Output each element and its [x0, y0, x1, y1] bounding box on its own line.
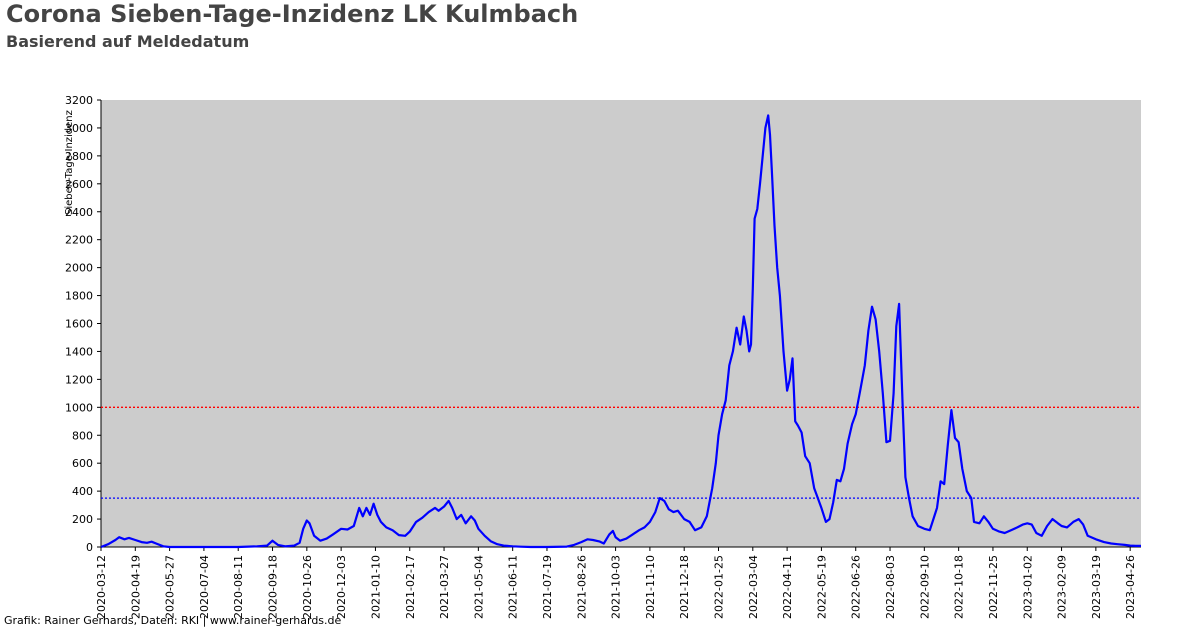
x-tick-label: 2022-03-04: [747, 555, 760, 619]
y-tick-label: 2400: [65, 206, 93, 219]
y-axis-label: Sieben-Tage-Inzidenz: [64, 110, 75, 215]
x-tick-label: 2021-08-26: [575, 555, 588, 619]
x-axis: 2020-03-12 2020-04-19 2020-05-27 2020-07-04…: [95, 546, 1141, 619]
reference-lines: [101, 406, 1141, 499]
x-tick-label: 2022-06-26: [850, 555, 863, 619]
x-tick-label: 2021-11-10: [644, 555, 657, 619]
x-tick-label: 2021-10-03: [610, 555, 623, 619]
y-tick-label: 1000: [65, 401, 93, 414]
x-tick-label: 2022-04-11: [781, 555, 794, 619]
x-tick-label: 2020-09-18: [267, 555, 280, 619]
chart-title: Corona Sieben-Tage-Inzidenz LK Kulmbach: [6, 0, 579, 28]
x-tick-label: 2021-06-11: [507, 555, 520, 619]
x-tick-label: 2021-12-18: [678, 555, 691, 619]
chart-subtitle: Basierend auf Meldedatum: [6, 32, 250, 51]
y-tick-label: 3000: [65, 122, 93, 135]
x-tick-label: 2022-08-03: [884, 555, 897, 619]
y-tick-label: 2600: [65, 178, 93, 191]
x-tick-label: 2021-03-27: [438, 555, 451, 619]
y-tick-label: 2000: [65, 262, 93, 275]
x-tick-label: 2023-01-02: [1021, 555, 1034, 619]
plot-area: [101, 100, 1141, 547]
x-tick-label: 2020-05-27: [164, 555, 177, 619]
y-tick-label: 1400: [65, 345, 93, 358]
x-tick-label: 2022-09-10: [918, 555, 931, 619]
y-tick-label: 0: [86, 541, 93, 554]
series-line-incidence: [100, 114, 1141, 549]
x-tick-label: 2021-05-04: [472, 555, 485, 619]
x-tick-label: 2021-07-19: [541, 555, 554, 619]
x-tick-label: 2023-03-19: [1090, 555, 1103, 619]
y-tick-label: 400: [72, 485, 93, 498]
x-tick-label: 2020-07-04: [198, 555, 211, 619]
x-tick-label: 2021-02-17: [404, 555, 417, 619]
x-tick-label: 2023-02-09: [1056, 555, 1069, 619]
x-tick-label: 2022-10-18: [953, 555, 966, 619]
y-tick-label: 2800: [65, 150, 93, 163]
x-tick-label: 2021-01-10: [369, 555, 382, 619]
x-tick-label: 2020-03-12: [95, 555, 108, 619]
x-tick-label: 2022-05-19: [815, 555, 828, 619]
y-tick-label: 1800: [65, 290, 93, 303]
y-tick-label: 2200: [65, 234, 93, 247]
y-tick-label: 200: [72, 513, 93, 526]
y-tick-label: 800: [72, 429, 93, 442]
x-tick-label: 2020-04-19: [129, 555, 142, 619]
x-tick-label: 2022-01-25: [713, 555, 726, 619]
y-tick-label: 600: [72, 457, 93, 470]
y-tick-label: 1600: [65, 318, 93, 331]
footer-credit: Grafik: Rainer Gerhards, Daten: RKI | ww…: [4, 614, 342, 627]
x-tick-label: 2022-11-25: [987, 555, 1000, 619]
y-tick-label: 3200: [65, 94, 93, 107]
x-tick-label: 2020-12-03: [335, 555, 348, 619]
y-tick-label: 1200: [65, 373, 93, 386]
x-tick-label: 2023-04-26: [1124, 555, 1137, 619]
y-axis: 0 200 400 600 800 1000 1200 1400 1600 1800 2000 220…: [65, 94, 102, 554]
x-tick-label: 2020-10-26: [301, 555, 314, 619]
x-tick-label: 2020-08-11: [232, 555, 245, 619]
